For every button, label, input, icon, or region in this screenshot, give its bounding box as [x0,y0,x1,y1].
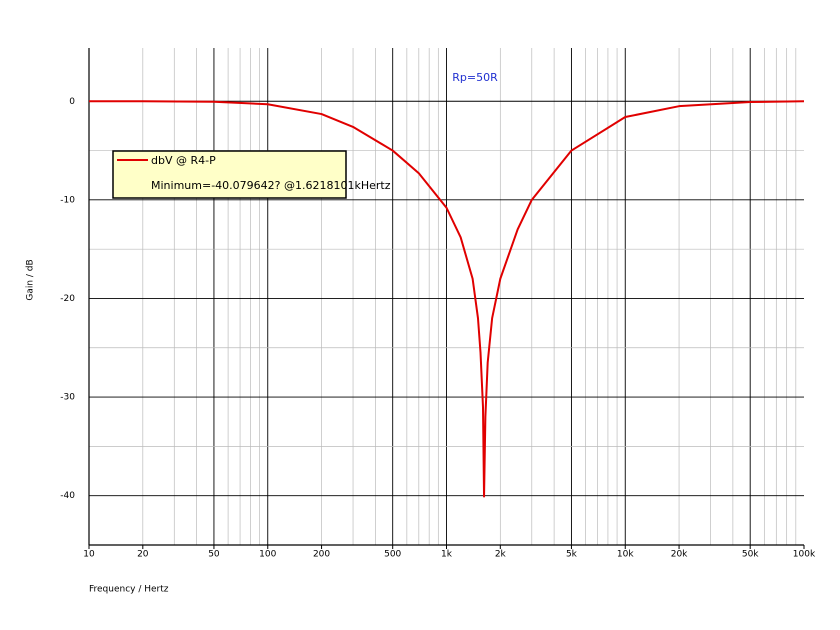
x-tick-label: 20 [137,550,149,560]
legend-note: Minimum=-40.079642? @1.6218101kHertz [151,179,391,192]
annotation: Rp=50R [452,71,498,84]
y-tick-label: -20 [60,294,75,304]
x-tick-label: 100k [793,550,816,560]
grid [88,48,804,545]
x-tick-label: 1k [441,550,453,560]
legend-label: dbV @ R4-P [151,154,216,167]
x-tick-label: 20k [671,550,688,560]
x-tick-label: 10k [617,550,634,560]
x-tick-label: 200 [313,550,330,560]
y-tick-label: -10 [60,195,75,205]
x-tick-label: 50k [742,550,759,560]
x-tick-label: 100 [259,550,276,560]
y-tick-label: 0 [69,97,75,107]
x-tick-label: 5k [566,550,578,560]
x-axis-label: Frequency / Hertz [89,585,169,595]
x-tick-label: 50 [208,550,220,560]
y-tick-label: -30 [60,393,75,403]
x-tick-label: 500 [384,550,401,560]
x-tick-label: 10 [83,550,95,560]
x-tick-label: 2k [495,550,507,560]
y-tick-label: -40 [60,491,75,501]
series-line [89,100,805,498]
legend-box [112,150,347,199]
y-axis-label: Gain / dB [26,259,36,300]
